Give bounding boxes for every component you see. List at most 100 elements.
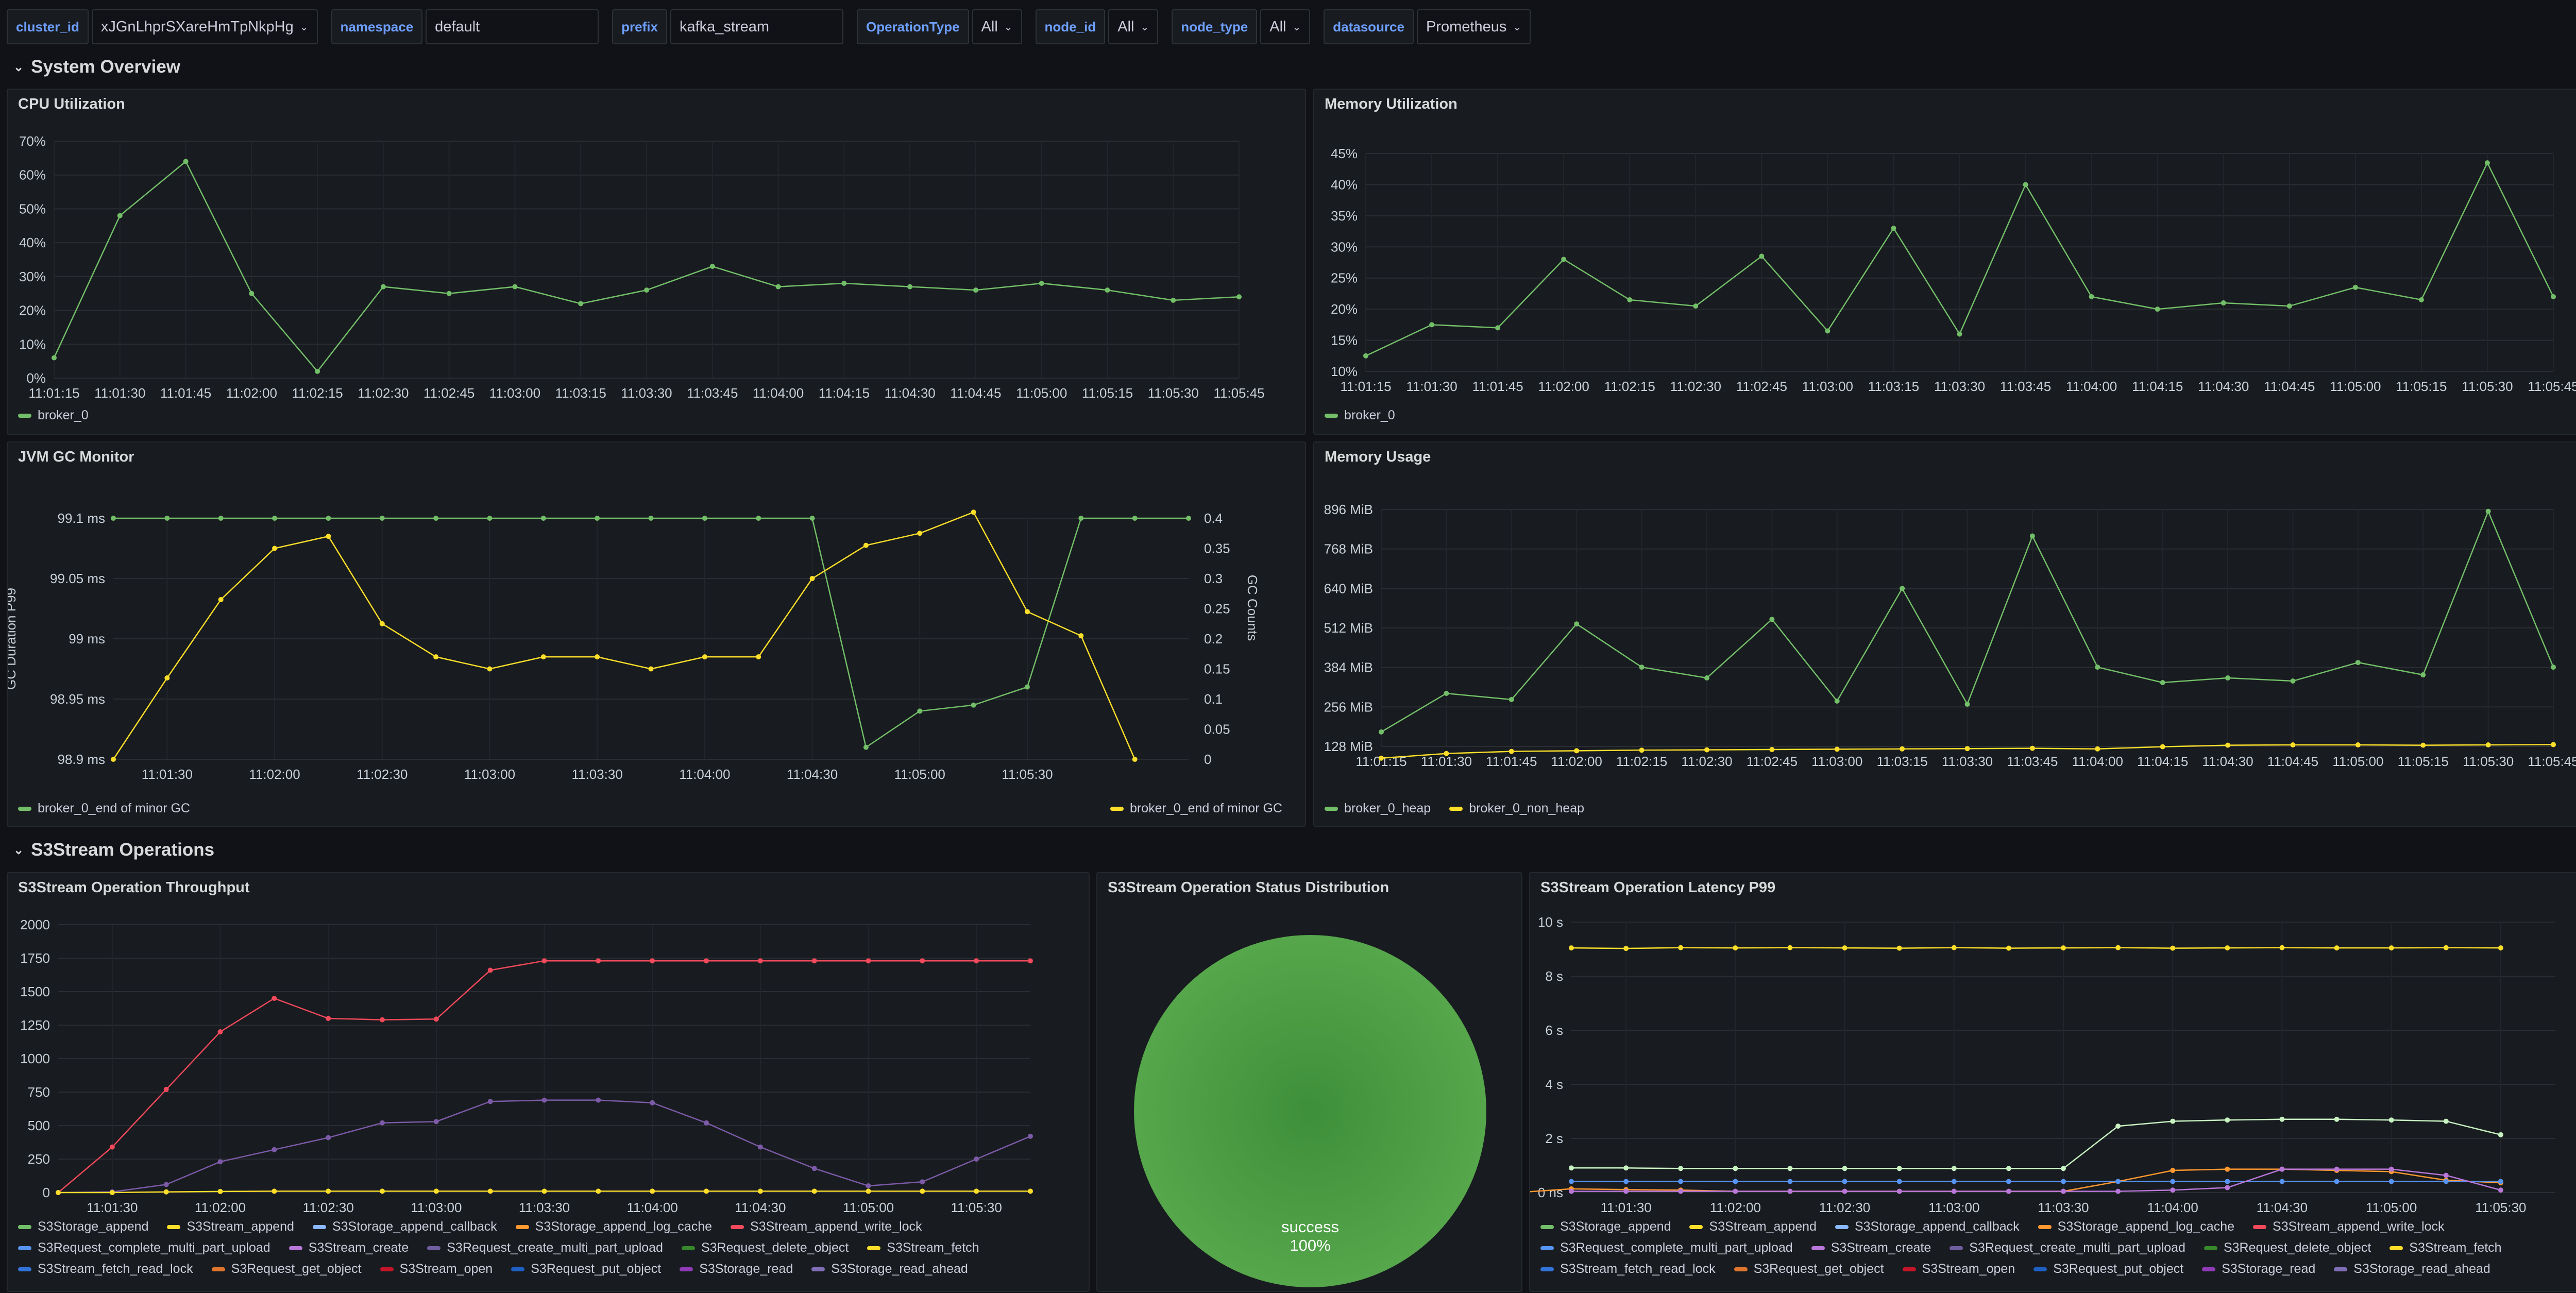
data-point: [702, 654, 707, 660]
data-point: [1951, 945, 1957, 950]
legend-item[interactable]: S3Storage_append_log_cache: [2038, 1219, 2234, 1234]
x-tick-label: 11:02:45: [1747, 754, 1798, 769]
legend-item[interactable]: S3Stream_fetch: [2389, 1240, 2502, 1255]
row-system-overview[interactable]: ⌄ System Overview: [13, 52, 180, 82]
data-point: [272, 996, 277, 1001]
legend-item[interactable]: broker_0: [18, 408, 89, 423]
legend-item[interactable]: S3Request_get_object: [1734, 1262, 1884, 1277]
legend-item[interactable]: S3Request_put_object: [2033, 1262, 2183, 1277]
row-s3stream-operations[interactable]: ⌄ S3Stream Operations: [13, 835, 214, 865]
data-point: [2498, 1179, 2503, 1184]
data-point: [1028, 1133, 1033, 1139]
legend-label: S3Stream_open: [399, 1262, 493, 1276]
legend-item[interactable]: S3Stream_append: [1689, 1219, 1817, 1234]
variable-input[interactable]: default: [426, 9, 599, 44]
legend-swatch: [1811, 1246, 1825, 1250]
legend-swatch: [1902, 1267, 1916, 1271]
legend-label: S3Stream_append_write_lock: [750, 1219, 922, 1234]
data-point: [578, 301, 584, 307]
legend-item[interactable]: S3Storage_append_callback: [312, 1219, 497, 1234]
legend-item[interactable]: S3Stream_fetch: [867, 1240, 979, 1255]
y-tick-label: 99.05 ms: [50, 571, 105, 586]
legend-item[interactable]: S3Stream_append: [167, 1219, 294, 1234]
variable-select[interactable]: xJGnLhprSXareHmTpNkpHg ⌄: [91, 9, 318, 44]
legend-item[interactable]: S3Storage_append_log_cache: [515, 1219, 712, 1234]
chevron-down-icon: ⌄: [1513, 21, 1522, 33]
x-tick-label: 11:04:45: [950, 385, 1001, 401]
legend-item[interactable]: broker_0: [1325, 408, 1395, 423]
variable-select[interactable]: All ⌄: [1108, 9, 1159, 44]
legend-item[interactable]: broker_0_heap: [1325, 801, 1431, 816]
legend-item[interactable]: S3Request_complete_multi_part_upload: [18, 1240, 270, 1255]
data-point: [380, 1188, 385, 1194]
data-point: [109, 1144, 115, 1150]
x-tick-label: 11:03:30: [1942, 754, 1993, 769]
legend-left: broker_0_end of minor GC: [18, 801, 190, 816]
legend-item[interactable]: broker_0_non_heap: [1449, 801, 1584, 816]
legend-item[interactable]: S3Storage_append: [1540, 1219, 1671, 1234]
data-point: [1733, 945, 1738, 951]
legend-item[interactable]: broker_0_end of minor GC: [1110, 801, 1282, 816]
x-tick-label: 11:01:30: [1421, 754, 1472, 769]
legend-item[interactable]: S3Request_complete_multi_part_upload: [1540, 1240, 1793, 1255]
y-tick-label: 98.9 ms: [58, 752, 106, 767]
legend-item[interactable]: S3Stream_append_write_lock: [731, 1219, 922, 1234]
legend-item[interactable]: S3Stream_append_write_lock: [2253, 1219, 2445, 1234]
legend-item[interactable]: S3Stream_fetch_read_lock: [1540, 1262, 1716, 1277]
variable-select[interactable]: Prometheus ⌄: [1416, 9, 1531, 44]
variable-select[interactable]: All ⌄: [1260, 9, 1311, 44]
legend-swatch: [680, 1267, 693, 1271]
x-tick-label: 11:02:30: [303, 1200, 354, 1215]
data-point: [2115, 945, 2121, 950]
legend-item[interactable]: S3Stream_open: [380, 1262, 493, 1277]
data-point: [2006, 1188, 2011, 1194]
legend-label: broker_0_non_heap: [1469, 801, 1585, 815]
data-point: [183, 159, 189, 164]
variable-cluster_id: cluster_id xJGnLhprSXareHmTpNkpHg ⌄: [7, 9, 318, 44]
data-point: [52, 355, 57, 361]
data-point: [1769, 617, 1775, 622]
legend-item[interactable]: S3Storage_read: [2202, 1262, 2315, 1277]
legend-item[interactable]: S3Storage_append_callback: [1835, 1219, 2020, 1234]
data-point: [1623, 1165, 1629, 1171]
legend-item[interactable]: S3Stream_create: [1811, 1240, 1931, 1255]
data-point: [1024, 609, 1030, 615]
x-tick-label: 11:03:00: [1802, 379, 1853, 394]
legend-item[interactable]: S3Request_delete_object: [681, 1240, 849, 1255]
legend-label: S3Request_get_object: [231, 1262, 362, 1276]
legend-item[interactable]: S3Stream_fetch_read_lock: [18, 1262, 193, 1277]
legend-item[interactable]: broker_0_end of minor GC: [18, 801, 190, 816]
data-point: [757, 958, 763, 964]
legend-item[interactable]: S3Stream_open: [1902, 1262, 2015, 1277]
legend-swatch: [211, 1267, 225, 1271]
legend-item[interactable]: S3Storage_read_ahead: [2334, 1262, 2490, 1277]
variable-select[interactable]: All ⌄: [972, 9, 1022, 44]
legend-label: S3Request_delete_object: [701, 1240, 849, 1255]
data-point: [540, 516, 546, 521]
variable-value: All: [981, 18, 998, 35]
data-point: [1842, 1188, 1848, 1194]
data-point: [756, 654, 761, 660]
legend-item[interactable]: S3Storage_read: [680, 1262, 793, 1277]
legend-item[interactable]: S3Request_create_multi_part_upload: [1950, 1240, 2185, 1255]
legend-item[interactable]: S3Request_delete_object: [2204, 1240, 2371, 1255]
variable-input[interactable]: kafka_stream: [670, 9, 843, 44]
data-point: [2498, 1187, 2503, 1193]
x-tick-label: 11:03:30: [2038, 1200, 2089, 1215]
data-point: [704, 1120, 709, 1126]
x-tick-label: 11:03:00: [1811, 754, 1862, 769]
legend-item[interactable]: S3Request_get_object: [211, 1262, 362, 1277]
data-point: [540, 654, 546, 660]
x-tick-label: 11:05:15: [2398, 754, 2449, 769]
variable-label: node_type: [1172, 9, 1258, 44]
data-point: [709, 264, 715, 269]
data-point: [974, 958, 979, 964]
legend-item[interactable]: S3Storage_append: [18, 1219, 148, 1234]
legend-item[interactable]: S3Storage_read_ahead: [811, 1262, 968, 1277]
pie-label: success: [1281, 1218, 1339, 1236]
legend: S3Storage_append S3Stream_append S3Storage…: [18, 1219, 1079, 1277]
legend-item[interactable]: S3Request_put_object: [511, 1262, 661, 1277]
legend-item[interactable]: S3Stream_create: [289, 1240, 409, 1255]
legend-item[interactable]: S3Request_create_multi_part_upload: [427, 1240, 663, 1255]
legend-label: S3Storage_read_ahead: [2353, 1262, 2490, 1276]
